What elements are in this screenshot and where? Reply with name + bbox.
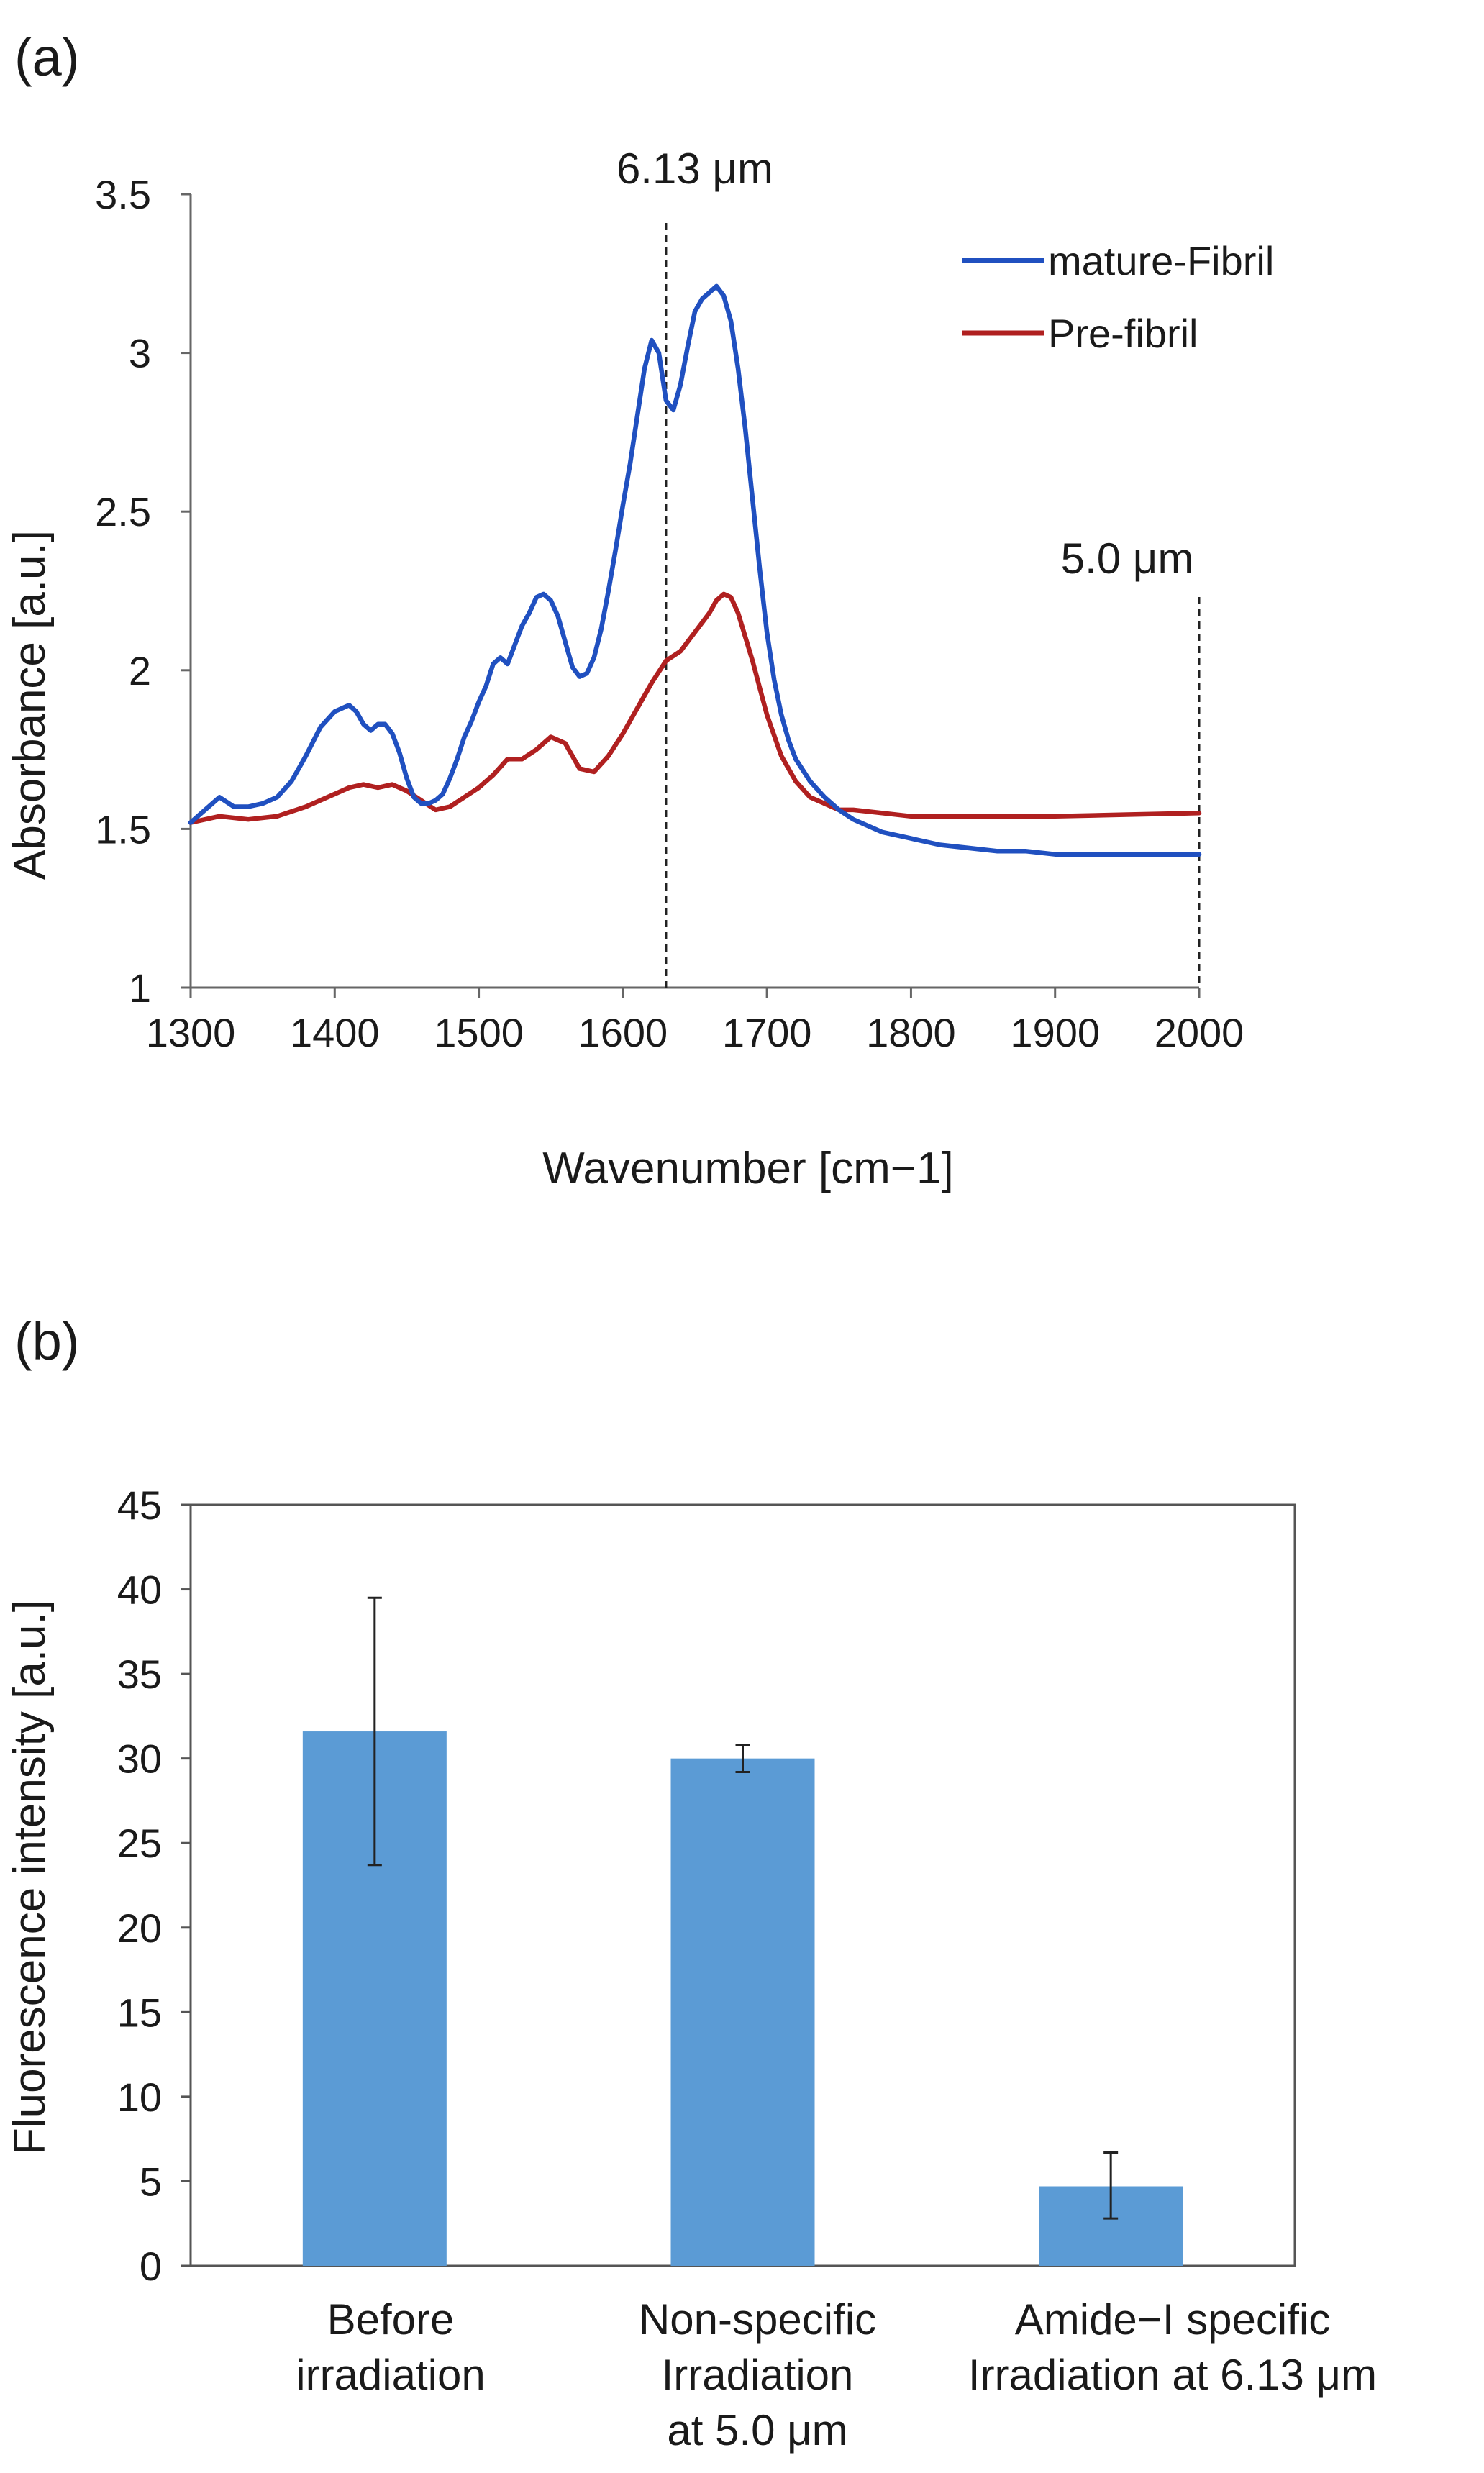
panel-a-axes: 1 1.5 2 2.5 3 3.5 1300 1400 1500 1600 1700 1800 1900… xyxy=(95,172,1244,1055)
panel-a-y-axis-title-holder: Absorbance [a.u.] xyxy=(5,530,55,880)
series-line-mature-fibril xyxy=(188,283,1202,857)
category-label-line: Amide−I specific xyxy=(1015,2295,1331,2344)
panel-b-bars xyxy=(302,1596,1183,2266)
panel-a-legend: mature-Fibril Pre-fibril xyxy=(962,238,1274,356)
panel-a-series xyxy=(188,283,1202,857)
panel-a-y-tick-label: 3.5 xyxy=(95,172,151,217)
panel-b-y-tick-label: 20 xyxy=(117,1905,162,1951)
category-label-line: Irradiation xyxy=(662,2351,854,2399)
panel-b-y-tick-label: 15 xyxy=(117,1990,162,2035)
panel-a-x-tick-label: 1400 xyxy=(290,1010,380,1055)
panel-b-label: (b) xyxy=(14,1311,79,1371)
category-label-line: at 5.0 μm xyxy=(667,2406,847,2454)
panel-a-x-tick-label: 2000 xyxy=(1155,1010,1244,1055)
series-line-pre-fibril xyxy=(188,591,1202,825)
bar xyxy=(670,1758,815,2266)
panel-b-y-tick-label: 40 xyxy=(117,1567,162,1613)
panel-a-x-tick-label: 1500 xyxy=(434,1010,524,1055)
category-label-line: Irradiation at 6.13 μm xyxy=(968,2351,1377,2399)
panel-b-y-tick-label: 35 xyxy=(117,1652,162,1697)
category-label-line: irradiation xyxy=(296,2351,485,2399)
panel-a-y-tick-label: 2 xyxy=(129,648,151,693)
panel-b-y-axis-title: Fluorescence intensity [a.u.] xyxy=(5,1600,55,2155)
category-label-line: Before xyxy=(327,2295,455,2344)
legend-label: mature-Fibril xyxy=(1048,238,1274,283)
panel-b-y-tick-label: 25 xyxy=(117,1821,162,1866)
panel-a-annotations: 6.13 μm 5.0 μm xyxy=(616,145,1201,988)
panel-a-x-tick-label: 1900 xyxy=(1010,1010,1100,1055)
panel-a-y-axis-title: Absorbance [a.u.] xyxy=(5,530,55,880)
annotation-label: 6.13 μm xyxy=(616,145,773,193)
panel-b-y-axis-title-holder: Fluorescence intensity [a.u.] xyxy=(5,1600,55,2155)
panel-b-bar-chart: (b) Fluorescence intensity [a.u.] 0 5 10 15… xyxy=(5,1311,1377,2454)
panel-b-y-tick-label: 5 xyxy=(140,2159,162,2204)
panel-a-y-tick-label: 1.5 xyxy=(95,806,151,852)
panel-a-line-chart: (a) Absorbance [a.u.] Wavenumber [cm−1] … xyxy=(5,27,1274,1193)
panel-a-x-tick-label: 1800 xyxy=(866,1010,956,1055)
panel-a-x-tick-label: 1300 xyxy=(146,1010,236,1055)
legend-label: Pre-fibril xyxy=(1048,311,1198,356)
panel-b-y-tick-label: 10 xyxy=(117,2075,162,2120)
panel-a-y-tick-label: 3 xyxy=(129,331,151,376)
panel-a-x-tick-label: 1600 xyxy=(578,1010,668,1055)
panel-b-category-labels: Before irradiation Non-specific Irradiation… xyxy=(296,2295,1377,2454)
panel-a-label: (a) xyxy=(14,27,79,87)
panel-b-y-tick-label: 45 xyxy=(117,1483,162,1528)
panel-a-y-tick-label: 1 xyxy=(129,965,151,1011)
panel-b-y-tick-label: 30 xyxy=(117,1736,162,1782)
panel-a-y-tick-label: 2.5 xyxy=(95,489,151,534)
panel-a-x-tick-label: 1700 xyxy=(722,1010,812,1055)
panel-a-x-axis-title: Wavenumber [cm−1] xyxy=(542,1144,953,1193)
annotation-label: 5.0 μm xyxy=(1061,534,1194,583)
category-label-line: Non-specific xyxy=(639,2295,876,2344)
panel-b-y-tick-label: 0 xyxy=(140,2244,162,2289)
